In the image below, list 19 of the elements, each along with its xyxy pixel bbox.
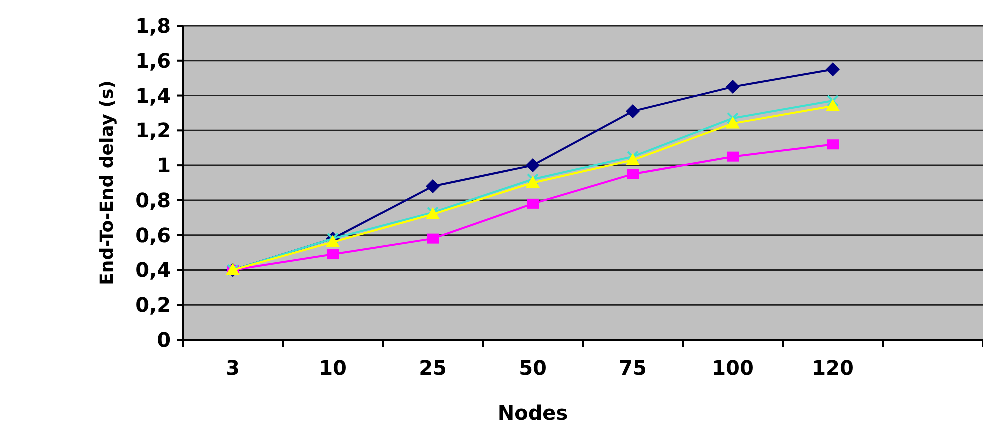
x-axis-title: Nodes bbox=[498, 401, 568, 425]
y-tick-label: 0 bbox=[157, 328, 171, 352]
y-axis-title: End-To-End delay (s) bbox=[97, 80, 118, 286]
x-tick-label: 25 bbox=[419, 356, 447, 380]
y-tick-label: 1,8 bbox=[136, 14, 171, 38]
x-tick-label: 75 bbox=[619, 356, 647, 380]
y-tick-label: 0,8 bbox=[136, 188, 171, 212]
x-tick-label: 10 bbox=[319, 356, 347, 380]
y-tick-label: 0,6 bbox=[136, 223, 171, 248]
x-tick-label: 3 bbox=[226, 356, 240, 380]
y-tick-label: 1 bbox=[157, 154, 171, 178]
x-tick-label: 100 bbox=[712, 356, 754, 380]
y-tick-label: 1,2 bbox=[136, 118, 171, 143]
y-tick-label: 1,6 bbox=[136, 48, 171, 73]
y-tick-label: 0,2 bbox=[136, 293, 171, 318]
x-tick-label: 50 bbox=[519, 356, 547, 380]
y-tick-label: 1,4 bbox=[136, 84, 171, 108]
x-tick-label: 120 bbox=[812, 356, 854, 380]
y-tick-label: 0,4 bbox=[136, 258, 171, 282]
